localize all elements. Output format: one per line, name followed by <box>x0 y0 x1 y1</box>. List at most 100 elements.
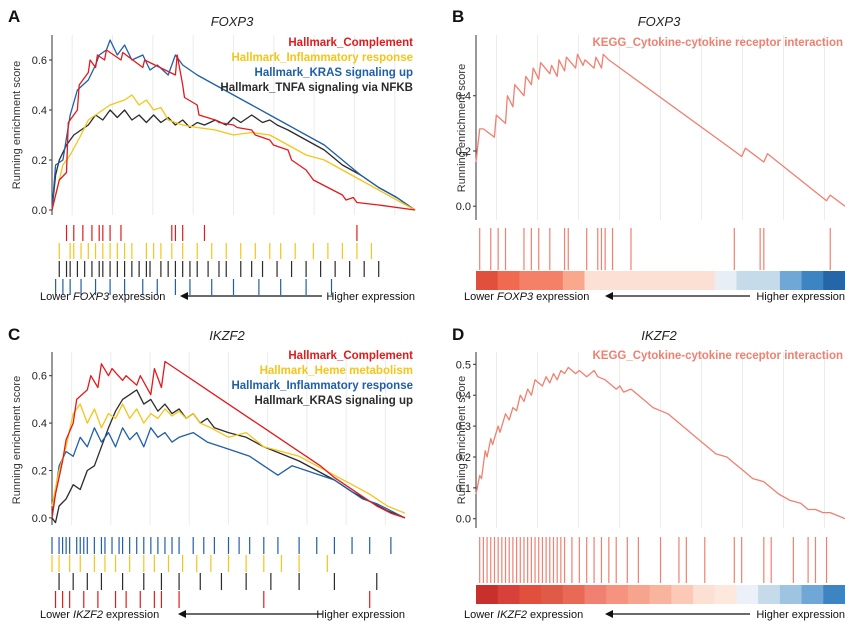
footer-arrow-head <box>605 292 613 300</box>
legend-entry: KEGG_Cytokine-cytokine receptor interact… <box>592 37 843 49</box>
footer-gene: IKZF2 <box>497 609 527 621</box>
footer-lower-suffix: expression <box>533 291 589 303</box>
heatbar-cell <box>801 271 824 290</box>
y-axis-label: Running enrichment score <box>11 376 23 504</box>
footer-higher-label: Higher expression <box>756 291 845 303</box>
y-axis-label: Running enrichment score <box>11 61 23 189</box>
panel-a: A FOXP3 0.0 0.2 0.4 0.6 Running enrichment s… <box>8 7 416 303</box>
panel-d: D IKZF2 0.0 0.1 0.2 0.3 0.4 0.5 Running enrich… <box>452 325 845 621</box>
footer-lower-label: Lower IKZF2 expression <box>40 609 159 621</box>
y-tick-label: 0.0 <box>32 513 47 525</box>
y-tick-label: 0.2 <box>32 465 47 477</box>
panel-a-label: A <box>8 7 20 26</box>
y-tick-label: 0.6 <box>32 371 47 383</box>
panel-c-title: IKZF2 <box>209 328 245 343</box>
heatbar-cell <box>627 271 651 290</box>
heatbar-cell <box>562 585 586 604</box>
heatbar-cell <box>541 585 564 604</box>
footer-arrow-head <box>178 610 186 618</box>
footer-lower-prefix: Lower <box>464 609 497 621</box>
legend-entry: KEGG_Cytokine-cytokine receptor interact… <box>592 350 843 362</box>
heatbar-cell <box>823 585 845 604</box>
heatbar-cell <box>541 271 564 290</box>
legend-entry: Hallmark_Complement <box>288 350 413 362</box>
legend-entry: Hallmark_Inflammatory response <box>231 52 413 64</box>
y-axis-label: Running enrichment score <box>456 376 468 504</box>
footer-higher-label: Higher expression <box>326 291 415 303</box>
footer-lower-suffix: expression <box>103 609 159 621</box>
heatbar-cell <box>758 585 781 604</box>
panel-a-title: FOXP3 <box>211 14 254 29</box>
series-line <box>51 427 406 519</box>
heatbar-cell <box>714 271 737 290</box>
heatbar-cell <box>497 585 520 604</box>
heatbar-cell <box>649 271 672 290</box>
heatbar-cell <box>736 585 759 604</box>
y-tick-label: 0.4 <box>32 418 47 430</box>
footer-higher-label: Higher expression <box>756 609 845 621</box>
footer-lower-suffix: expression <box>109 291 165 303</box>
y-tick-label: 0.4 <box>456 390 471 402</box>
footer-arrow-head <box>605 610 613 618</box>
legend-entry: Hallmark_TNFA signaling via NFKB <box>220 82 413 94</box>
panel-c: C IKZF2 0.0 0.2 0.4 0.6 Running enrichment s… <box>8 325 413 621</box>
y-tick-label: 0.2 <box>456 146 471 158</box>
footer-arrow-head <box>180 292 188 300</box>
y-tick-label: 0.1 <box>456 483 471 495</box>
footer-higher-label: Higher expression <box>316 609 405 621</box>
footer-lower-prefix: Lower <box>40 291 73 303</box>
heatbar-cell <box>736 271 759 290</box>
footer-lower-prefix: Lower <box>40 609 73 621</box>
legend-entry: Hallmark_Heme metabolism <box>260 365 413 377</box>
heatbar-cell <box>693 585 716 604</box>
heatbar-cell <box>758 271 781 290</box>
heatbar-cell <box>801 585 824 604</box>
heatbar-cell <box>519 271 542 290</box>
footer-gene: FOXP3 <box>497 291 534 303</box>
heatbar-cell <box>779 271 803 290</box>
footer-gene: FOXP3 <box>73 291 110 303</box>
heatbar-cell <box>779 585 803 604</box>
y-tick-label: 0.4 <box>456 91 471 103</box>
panel-b-title: FOXP3 <box>638 14 681 29</box>
panel-c-label: C <box>8 325 20 344</box>
footer-lower-prefix: Lower <box>464 291 497 303</box>
legend-entry: Hallmark_KRAS signaling up <box>255 395 413 407</box>
y-tick-label: 0.0 <box>456 201 471 213</box>
legend-entry: Hallmark_Complement <box>288 37 413 49</box>
heatbar-cell <box>584 585 607 604</box>
heatbar-cell <box>562 271 586 290</box>
heatbar-cell <box>584 271 607 290</box>
heatbar-cell <box>823 271 845 290</box>
heatbar-cell <box>606 271 629 290</box>
y-tick-label: 0.3 <box>456 421 471 433</box>
heatbar-cell <box>476 271 499 290</box>
heatbar-cell <box>627 585 651 604</box>
heatbar-cell <box>519 585 542 604</box>
y-tick-label: 0.5 <box>456 359 471 371</box>
heatbar-cell <box>606 585 629 604</box>
panel-b-label: B <box>452 7 464 26</box>
legend-entry: Hallmark_KRAS signaling up <box>255 67 413 79</box>
footer-gene: IKZF2 <box>73 609 103 621</box>
footer-lower-label: Lower IKZF2 expression <box>464 609 583 621</box>
heatbar-cell <box>649 585 672 604</box>
series-line <box>51 360 406 519</box>
y-tick-label: 0.0 <box>32 205 47 217</box>
panel-d-title: IKZF2 <box>641 328 677 343</box>
heatbar-cell <box>671 585 694 604</box>
panel-d-label: D <box>452 325 464 344</box>
y-tick-label: 0.2 <box>456 452 471 464</box>
y-tick-label: 0.2 <box>32 155 47 167</box>
y-axis-label: Running enrichment score <box>456 64 468 192</box>
series-line <box>51 389 406 524</box>
series-line <box>51 94 416 211</box>
y-tick-label: 0.0 <box>456 514 471 526</box>
series-line <box>475 366 845 520</box>
footer-lower-suffix: expression <box>527 609 583 621</box>
heatbar-cell <box>693 271 716 290</box>
heatbar-cell <box>497 271 520 290</box>
series-line <box>51 109 416 211</box>
y-tick-label: 0.4 <box>32 105 47 117</box>
